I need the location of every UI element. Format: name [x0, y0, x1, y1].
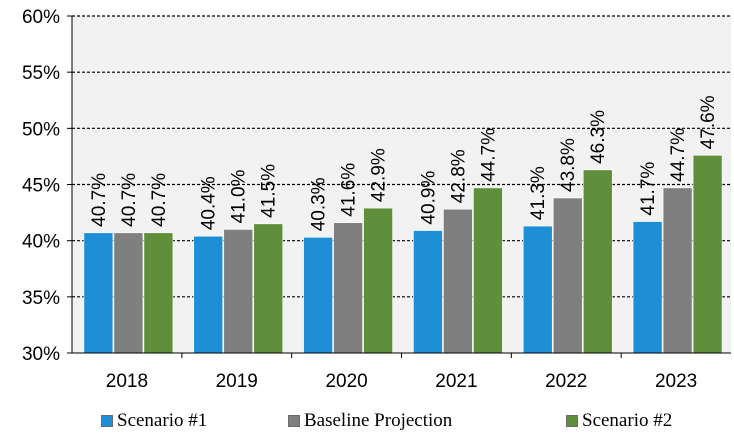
bar-scenario-2-2021 [473, 187, 503, 354]
bar-scenario-1-2018 [83, 232, 114, 354]
data-label-baseline-projection-2022: 43.8% [558, 138, 579, 192]
y-tick-label: 55% [22, 63, 60, 84]
data-label-scenario-1-2021: 40.9% [418, 171, 439, 225]
bar-scenario-2-2023 [692, 154, 723, 354]
x-tick-label-2022: 2022 [545, 371, 587, 392]
data-label-scenario-2-2022: 46.3% [588, 110, 609, 164]
data-label-scenario-2-2020: 42.9% [369, 148, 390, 202]
data-label-baseline-projection-2021: 42.8% [448, 149, 469, 203]
y-tick-label: 50% [22, 119, 60, 140]
data-label-scenario-1-2020: 40.3% [309, 177, 330, 231]
bar-baseline-projection-2023 [662, 187, 693, 354]
legend-item-scenario-2: Scenario #2 [566, 410, 672, 432]
legend-swatch-scenario-2 [566, 415, 578, 427]
y-tick-label: 40% [22, 232, 60, 253]
bar-baseline-projection-2018 [113, 232, 144, 354]
legend: Scenario #1 Baseline Projection Scenario… [0, 410, 734, 436]
legend-label-scenario-1: Scenario #1 [117, 410, 208, 431]
legend-label-baseline-projection: Baseline Projection [304, 410, 453, 431]
bar-scenario-2-2019 [253, 223, 284, 354]
legend-swatch-scenario-1 [101, 415, 113, 427]
x-tick-label-2019: 2019 [216, 371, 258, 392]
bar-scenario-1-2020 [303, 236, 333, 354]
data-label-baseline-projection-2019: 41.0% [229, 169, 250, 223]
legend-label-scenario-2: Scenario #2 [582, 410, 673, 431]
data-labels: 40.7% 40.7% 40.7% 40.4% 41.0% 41.5% 40.3% 41.6%… [89, 95, 719, 231]
bar-baseline-projection-2021 [443, 208, 473, 354]
legend-item-baseline-projection: Baseline Projection [288, 410, 452, 432]
legend-swatch-baseline-projection [288, 415, 300, 427]
y-tick-label: 30% [22, 344, 60, 365]
data-label-scenario-2-2018: 40.7% [149, 173, 170, 227]
y-tick-label: 45% [22, 176, 60, 197]
x-tick-label-2018: 2018 [106, 371, 148, 392]
x-tick-label-2020: 2020 [325, 371, 367, 392]
x-tick-label-2023: 2023 [655, 371, 697, 392]
bar-scenario-2-2020 [363, 207, 393, 354]
legend-item-scenario-1: Scenario #1 [101, 410, 207, 432]
plot-background [72, 16, 731, 353]
bar-scenario-1-2022 [522, 225, 553, 354]
data-label-scenario-1-2018: 40.7% [89, 173, 110, 227]
data-label-scenario-2-2021: 44.7% [478, 128, 499, 182]
data-label-scenario-2-2019: 41.5% [259, 164, 280, 218]
bar-baseline-projection-2020 [333, 222, 363, 354]
data-label-baseline-projection-2023: 44.7% [668, 128, 689, 182]
data-label-scenario-1-2022: 41.3% [528, 166, 549, 220]
y-tick-label: 60% [22, 7, 60, 28]
data-label-scenario-1-2023: 41.7% [638, 162, 659, 216]
axes: 30% 35% 40% 45% 50% 55% 60% 2018 2019 2020 2021 202… [22, 7, 731, 392]
bar-scenario-2-2018 [143, 232, 174, 354]
data-label-baseline-projection-2018: 40.7% [119, 173, 140, 227]
bar-baseline-projection-2019 [223, 229, 254, 354]
bar-scenario-2-2022 [582, 169, 613, 354]
bar-scenario-1-2019 [193, 235, 224, 354]
y-tick-label: 35% [22, 288, 60, 309]
bar-scenario-1-2021 [413, 230, 443, 354]
bar-scenario-1-2023 [632, 221, 663, 354]
bar-baseline-projection-2022 [552, 197, 583, 354]
data-label-scenario-2-2023: 47.6% [698, 95, 719, 149]
data-label-scenario-1-2019: 40.4% [199, 176, 220, 230]
bars [83, 154, 723, 354]
data-label-baseline-projection-2020: 41.6% [339, 163, 360, 217]
x-tick-label-2021: 2021 [435, 371, 477, 392]
